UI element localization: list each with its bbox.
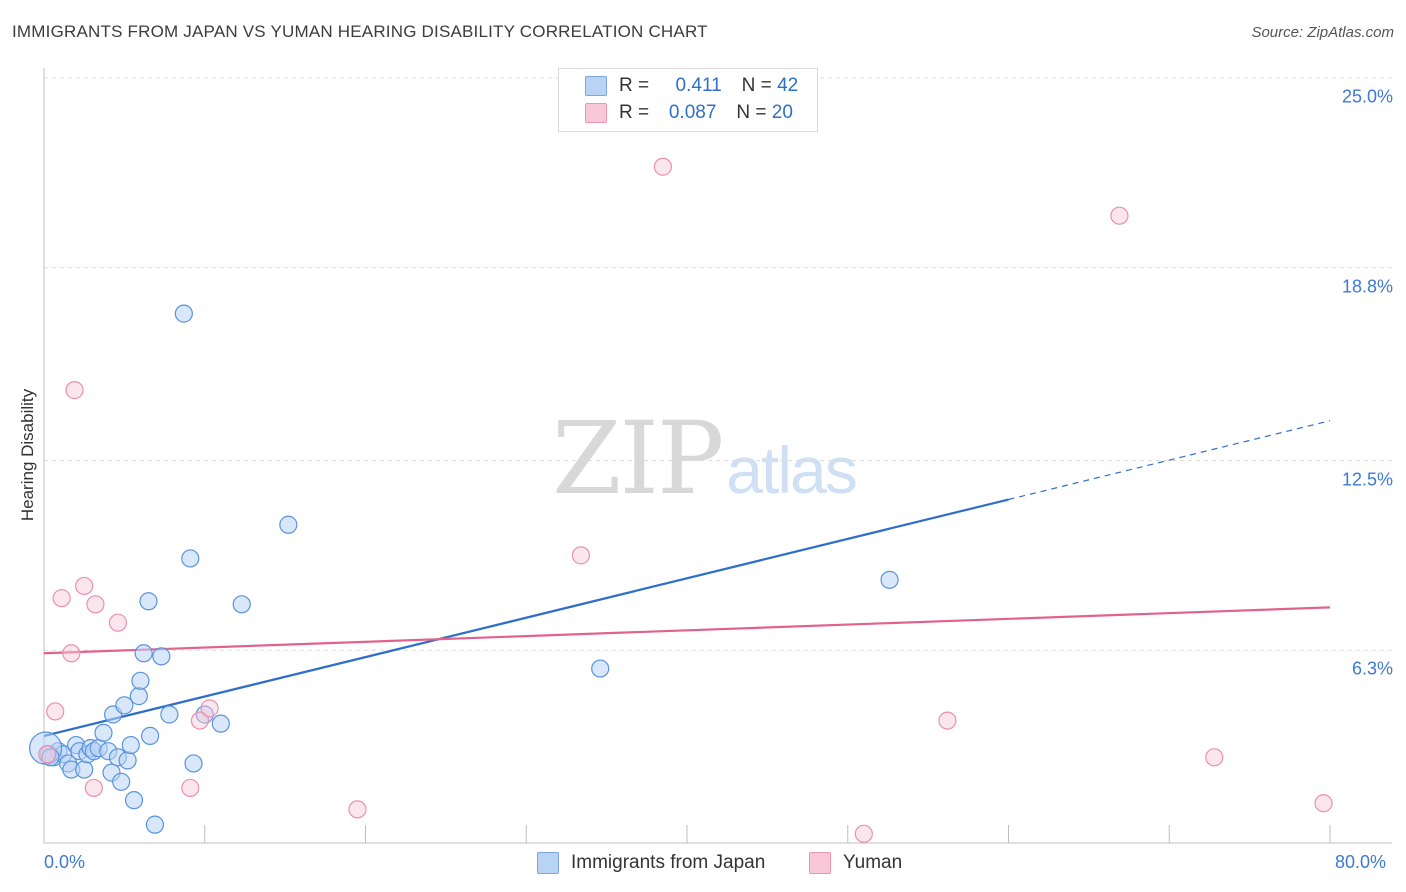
source-credit: Source: ZipAtlas.com [1251, 24, 1394, 41]
correlation-legend: R = 0.411 N = 42 R = 0.087 N = 20 [558, 68, 818, 132]
yuman-point [938, 711, 957, 730]
japan-point [591, 659, 610, 678]
legend-label-japan: Immigrants from Japan [571, 852, 766, 873]
yuman-point [348, 800, 367, 819]
y-tick-label: 18.8% [1341, 276, 1393, 297]
legend-swatch-pink [809, 852, 831, 874]
trend-line-japan [43, 498, 1009, 737]
yuman-point [75, 576, 94, 596]
yuman-point [1205, 748, 1224, 767]
yuman-point [1110, 206, 1129, 225]
x-tick-label-min: 0.0% [44, 852, 86, 872]
data-points [29, 157, 1333, 843]
legend-item-yuman[interactable]: Yuman [809, 852, 902, 874]
japan-point [140, 726, 160, 746]
yuman-point [65, 381, 84, 400]
axes [43, 68, 1392, 844]
japan-point [115, 696, 134, 715]
japan-point [145, 815, 165, 834]
japan-point [118, 751, 137, 770]
legend-row-yuman: R = 0.087 N = 20 [585, 100, 793, 126]
yuman-point [108, 613, 128, 632]
yuman-point [571, 546, 591, 565]
yuman-point [190, 711, 210, 730]
japan-point [279, 515, 298, 534]
x-tick-label-max: 80.0% [1335, 852, 1387, 872]
yuman-point [86, 595, 105, 614]
japan-point [160, 705, 179, 724]
trend-line-extension [1008, 420, 1331, 501]
japan-point [94, 723, 113, 742]
japan-point [211, 714, 230, 733]
japan-point [880, 570, 899, 589]
legend-label-yuman: Yuman [843, 852, 903, 873]
japan-point [41, 748, 60, 767]
japan-point [75, 760, 94, 779]
yuman-point [1314, 794, 1333, 813]
japan-point [129, 687, 148, 706]
japan-point [152, 647, 171, 666]
legend-row-japan: R = 0.411 N = 42 [585, 73, 798, 99]
y-tick-label: 25.0% [1341, 86, 1393, 107]
trend-line-yuman [43, 606, 1331, 655]
yuman-point [200, 699, 219, 718]
legend-r-label: R = [619, 75, 650, 96]
japan-point [124, 791, 144, 810]
legend-n-label: N = [741, 75, 772, 96]
y-tick-label: 6.3% [1351, 658, 1393, 679]
yuman-point [854, 824, 873, 843]
yuman-point [62, 644, 81, 663]
y-tick-label: 12.5% [1341, 469, 1393, 489]
japan-point [181, 549, 200, 568]
japan-point [232, 595, 251, 614]
legend-swatch-blue [537, 852, 559, 874]
japan-point [134, 644, 153, 663]
legend-r-value: 0.087 [668, 102, 717, 123]
yuman-point [653, 157, 672, 176]
chart-title: IMMIGRANTS FROM JAPAN VS YUMAN HEARING D… [12, 22, 708, 41]
yuman-point [181, 778, 200, 798]
japan-point [131, 671, 150, 690]
japan-point [195, 705, 214, 724]
yuman-point [46, 702, 65, 721]
yuman-point [38, 745, 57, 764]
legend-n-label: N = [736, 102, 767, 123]
legend-n-value: 42 [777, 75, 799, 96]
gridlines [44, 77, 1392, 651]
yuman-point [52, 589, 71, 608]
japan-point [174, 304, 193, 323]
y-axis-label: Hearing Disability [18, 388, 37, 522]
yuman-point [84, 778, 103, 798]
legend-r-label: R = [619, 102, 650, 123]
legend-n-value: 20 [771, 102, 793, 123]
legend-r-value: 0.411 [675, 75, 722, 96]
legend-swatch-blue [585, 76, 607, 96]
japan-point [112, 772, 131, 791]
legend-item-japan[interactable]: Immigrants from Japan [537, 852, 765, 874]
japan-point [139, 592, 158, 611]
japan-point [184, 754, 203, 773]
japan-point [121, 735, 140, 755]
legend-swatch-pink [585, 103, 607, 123]
trend-lines [43, 420, 1331, 737]
